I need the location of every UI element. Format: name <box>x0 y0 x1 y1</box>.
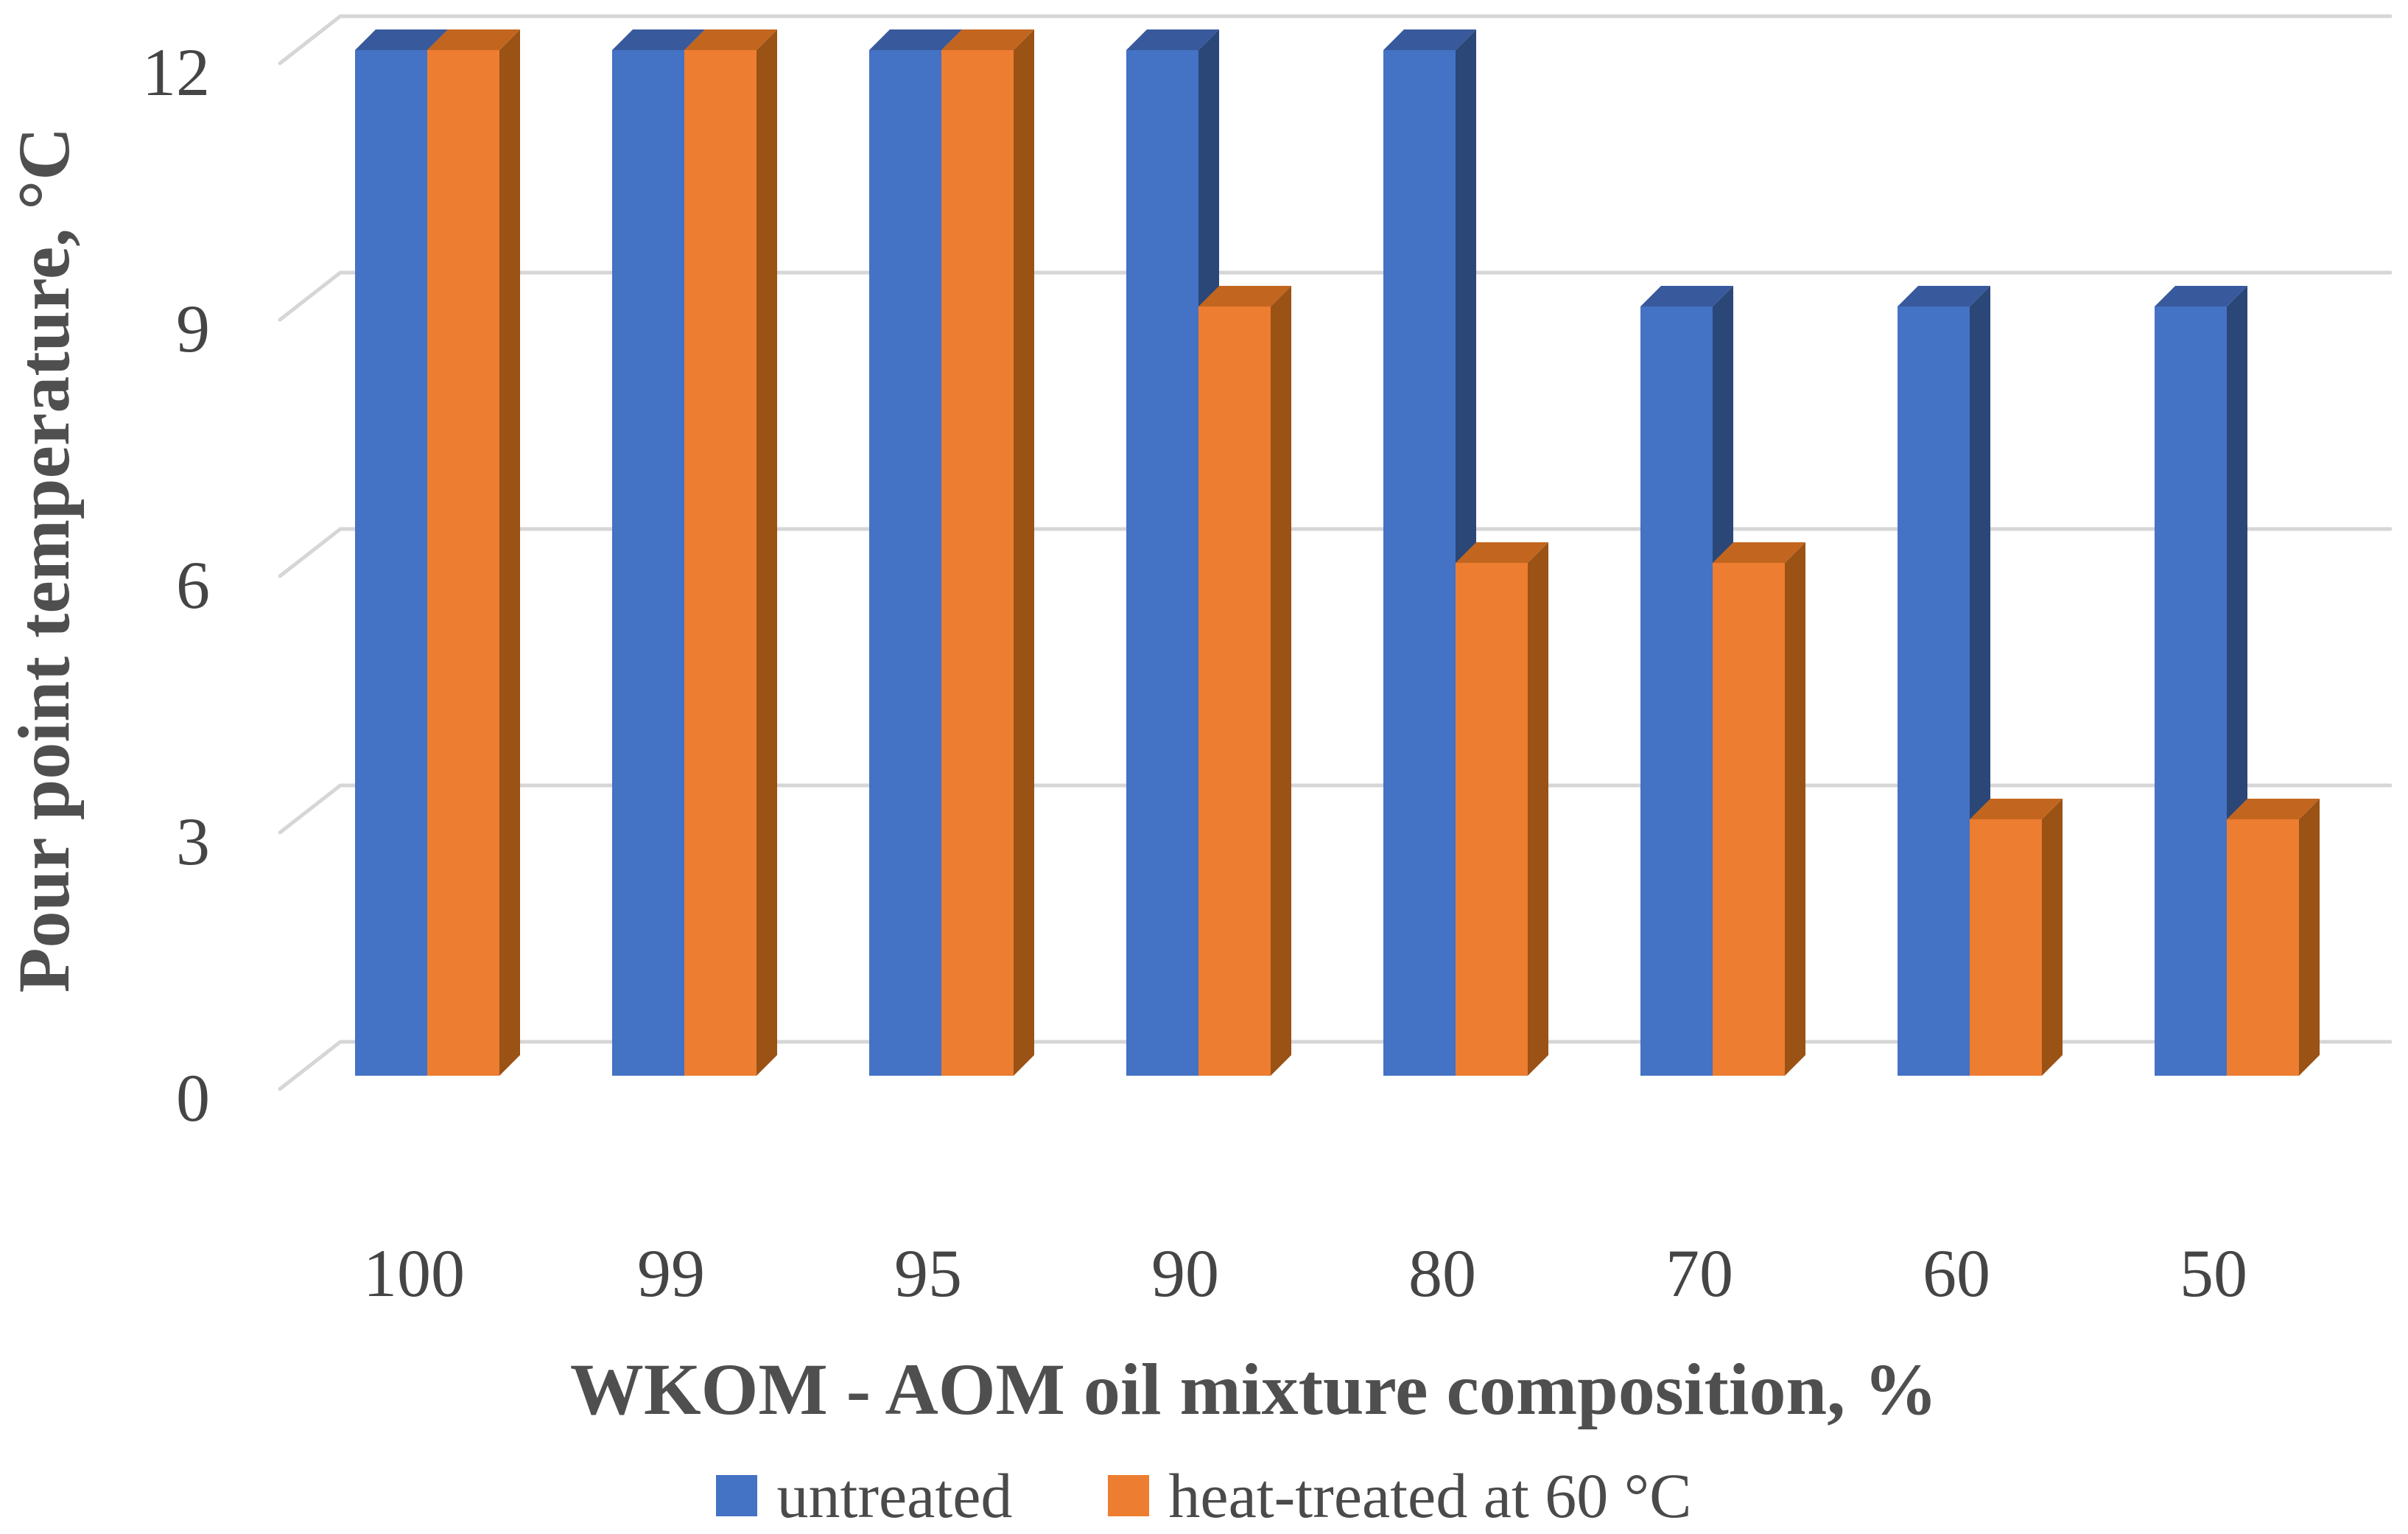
bar-untreated <box>1383 50 1456 1076</box>
gridline <box>278 783 2393 835</box>
bar-side-face <box>1528 542 1548 1076</box>
legend: untreated heat-treated at 60 °C <box>0 1460 2408 1531</box>
bar-untreated <box>1126 50 1198 1076</box>
legend-swatch-heat-treated-at-60-c <box>1108 1475 1150 1516</box>
bar-heat-treated-at-60-c <box>2227 819 2299 1076</box>
bar-untreated <box>2155 307 2227 1076</box>
legend-label-heat-treated-at-60-c: heat-treated at 60 °C <box>1168 1460 1692 1531</box>
x-tick-label: 95 <box>894 1236 962 1311</box>
bar-side-face <box>757 29 777 1076</box>
x-tick-label: 50 <box>2180 1236 2247 1311</box>
bar-top-face <box>2227 799 2320 819</box>
y-tick-label: 0 <box>176 1060 210 1135</box>
bar-top-face <box>1198 286 1291 307</box>
gridline <box>278 1040 2393 1091</box>
legend-item-heat-treated-at-60-c: heat-treated at 60 °C <box>1108 1460 1692 1531</box>
bar-heat-treated-at-60-c <box>1456 563 1528 1076</box>
bar-top-face <box>355 29 448 50</box>
bar-heat-treated-at-60-c <box>427 50 499 1076</box>
bar-top-face <box>1713 542 1805 563</box>
bar-heat-treated-at-60-c <box>1198 307 1271 1076</box>
bar-untreated <box>1898 307 1970 1076</box>
bar-side-face <box>2299 799 2320 1076</box>
bar-untreated <box>1640 307 1713 1076</box>
x-tick-label: 60 <box>1923 1236 1990 1311</box>
bar-top-face <box>427 29 520 50</box>
bar-top-face <box>2155 286 2247 307</box>
bar-heat-treated-at-60-c <box>1970 819 2042 1076</box>
bar-untreated <box>612 50 684 1076</box>
bar-top-face <box>1970 799 2063 819</box>
bar-side-face <box>1271 286 1291 1076</box>
gridline <box>278 527 2393 578</box>
legend-swatch-untreated <box>716 1475 758 1516</box>
bar-heat-treated-at-60-c <box>684 50 757 1076</box>
legend-label-untreated: untreated <box>776 1460 1013 1531</box>
x-tick-label: 99 <box>637 1236 705 1311</box>
bar-top-face <box>941 29 1034 50</box>
legend-item-untreated: untreated <box>716 1464 1012 1527</box>
bar-untreated <box>869 50 941 1076</box>
bar-top-face <box>1383 29 1476 50</box>
bar-side-face <box>1014 29 1034 1076</box>
bar-side-face <box>2042 799 2063 1076</box>
bar-heat-treated-at-60-c <box>941 50 1014 1076</box>
bar-untreated <box>355 50 427 1076</box>
bar-top-face <box>1126 29 1219 50</box>
bar-top-face <box>1640 286 1733 307</box>
y-tick-label: 12 <box>142 35 210 110</box>
bar-top-face <box>1898 286 1990 307</box>
bar-side-face <box>499 29 520 1076</box>
y-axis-title: Pour point temperature, °C <box>3 127 85 993</box>
x-tick-label: 70 <box>1665 1236 1733 1311</box>
bar-heat-treated-at-60-c <box>1713 563 1785 1076</box>
x-tick-label: 90 <box>1151 1236 1219 1311</box>
bar-top-face <box>684 29 777 50</box>
gridline <box>278 14 2393 66</box>
x-tick-label: 80 <box>1408 1236 1476 1311</box>
y-tick-label: 9 <box>176 291 210 366</box>
y-tick-label: 6 <box>176 547 210 623</box>
bar-top-face <box>1456 542 1548 563</box>
x-tick-label: 100 <box>363 1236 465 1311</box>
y-tick-label: 3 <box>176 804 210 879</box>
bar-side-face <box>1785 542 1805 1076</box>
x-axis-title: WKOM - AOM oil mixture composition, % <box>569 1348 1938 1430</box>
gridline <box>278 270 2393 322</box>
bar-top-face <box>612 29 705 50</box>
bar-top-face <box>869 29 962 50</box>
